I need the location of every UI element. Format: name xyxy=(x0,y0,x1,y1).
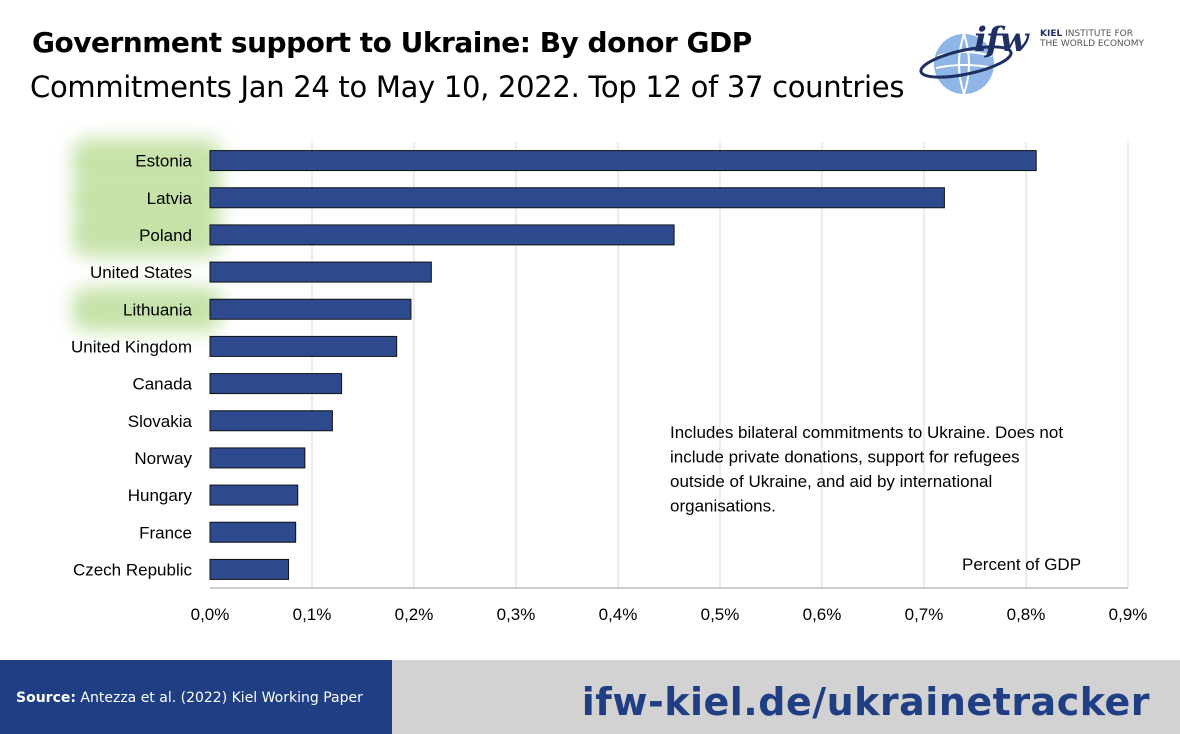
bar-latvia xyxy=(209,187,945,209)
category-label-united-kingdom: United Kingdom xyxy=(71,337,192,356)
category-label-poland: Poland xyxy=(139,226,192,245)
category-label-norway: Norway xyxy=(134,449,192,468)
x-tick-label: 0,9% xyxy=(1109,605,1148,624)
bar-czech-republic xyxy=(209,558,290,580)
globe-icon xyxy=(919,33,1013,95)
x-tick-label: 0,0% xyxy=(191,605,230,624)
x-tick-label: 0,5% xyxy=(701,605,740,624)
x-tick-label: 0,8% xyxy=(1007,605,1046,624)
footer-tracker-bar xyxy=(392,660,1180,734)
bar-france xyxy=(209,521,297,543)
tracker-url[interactable]: ifw-kiel.de/ukrainetracker xyxy=(581,680,1150,724)
source-note: Source: Antezza et al. (2022) Kiel Worki… xyxy=(16,690,363,706)
chart-title: Government support to Ukraine: By donor … xyxy=(32,26,752,59)
category-label-estonia: Estonia xyxy=(135,152,192,171)
bar-slovakia xyxy=(209,410,333,432)
x-tick-label: 0,4% xyxy=(599,605,638,624)
bar-norway xyxy=(209,447,306,469)
footer-source-bar xyxy=(0,660,400,734)
bar-chart: Estonia Latvia Poland United States Lithuani… xyxy=(71,138,1148,624)
chart-note: Includes bilateral commitments to Ukrain… xyxy=(670,423,1063,516)
x-tick-label: 0,6% xyxy=(803,605,842,624)
category-label-lithuania: Lithuania xyxy=(123,300,193,319)
bar-united-kingdom xyxy=(209,335,398,357)
chart-subtitle: Commitments Jan 24 to May 10, 2022. Top … xyxy=(30,70,905,104)
bar-canada xyxy=(209,373,343,395)
category-label-hungary: Hungary xyxy=(128,486,193,505)
highlight-poland xyxy=(72,212,222,257)
highlight-estonia xyxy=(72,138,222,183)
category-label-united-states: United States xyxy=(90,263,192,282)
logo-wordmark: ifw xyxy=(974,20,1029,60)
chart-note-line: Includes bilateral commitments to Ukrain… xyxy=(670,423,1063,442)
category-label-slovakia: Slovakia xyxy=(128,412,193,431)
bar-hungary xyxy=(209,484,299,506)
chart-note-line: outside of Ukraine, and aid by internati… xyxy=(670,472,992,491)
chart-note-line: include private donations, support for r… xyxy=(670,448,1020,467)
category-label-france: France xyxy=(139,523,192,542)
bar-estonia xyxy=(209,150,1037,172)
logo-line-1: KIEL INSTITUTE FOR xyxy=(1040,29,1133,39)
category-label-canada: Canada xyxy=(132,375,192,394)
ifw-logo: ifw KIEL INSTITUTE FOR THE WORLD ECONOMY xyxy=(916,18,1156,102)
x-tick-label: 0,3% xyxy=(497,605,536,624)
highlight-latvia xyxy=(72,175,222,220)
x-tick-label: 0,1% xyxy=(293,605,332,624)
bar-lithuania xyxy=(209,298,412,320)
highlight-lithuania xyxy=(72,287,222,332)
bar-united-states xyxy=(209,261,432,283)
category-label-czech-republic: Czech Republic xyxy=(73,560,193,579)
bar-poland xyxy=(209,224,675,246)
category-label-latvia: Latvia xyxy=(147,189,193,208)
x-tick-label: 0,2% xyxy=(395,605,434,624)
chart-note-line: organisations. xyxy=(670,497,776,516)
x-tick-label: 0,7% xyxy=(905,605,944,624)
x-axis-label: Percent of GDP xyxy=(962,555,1081,574)
logo-line-2: THE WORLD ECONOMY xyxy=(1040,39,1144,49)
